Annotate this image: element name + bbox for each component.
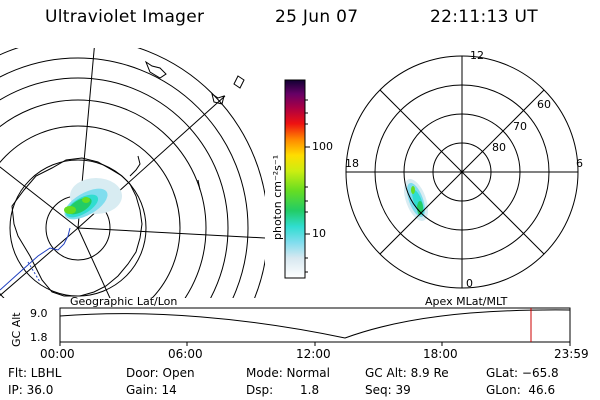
status-glat: GLat: −65.8 bbox=[486, 366, 559, 380]
altitude-curve bbox=[59, 309, 571, 339]
time-tick-2359: 23:59 bbox=[554, 347, 589, 361]
time-tick-0000: 00:00 bbox=[40, 347, 75, 361]
altitude-tick-low: 1.8 bbox=[30, 331, 48, 344]
lat-label-80: 80 bbox=[492, 141, 506, 154]
latitude-grid bbox=[0, 48, 265, 298]
mlt-label-6: 6 bbox=[576, 157, 583, 170]
altitude-axis-label: GC Alt bbox=[10, 312, 23, 347]
altitude-tick-high: 9.0 bbox=[30, 307, 48, 320]
status-mode: Mode: Normal bbox=[246, 366, 330, 380]
status-ip: IP: 36.0 bbox=[8, 383, 54, 397]
date-label: 25 Jun 07 bbox=[275, 7, 359, 27]
color-scale bbox=[284, 79, 310, 279]
geographic-map bbox=[0, 48, 265, 298]
status-filter: Flt: LBHL bbox=[8, 366, 62, 380]
apex-caption: Apex MLat/MLT bbox=[425, 295, 508, 308]
status-gain: Gain: 14 bbox=[126, 383, 177, 397]
time-tick-1200: 12:00 bbox=[296, 347, 331, 361]
aurora-emission-right bbox=[403, 179, 429, 221]
time-tick-0600: 06:00 bbox=[168, 347, 203, 361]
lat-label-60: 60 bbox=[537, 98, 551, 111]
colorbar-unit-label: photon cm⁻²s⁻¹ bbox=[271, 154, 284, 240]
polar-plot bbox=[345, 55, 579, 289]
longitude-grid bbox=[0, 48, 265, 298]
status-gc-alt: GC Alt: 8.9 Re bbox=[365, 366, 449, 380]
mlt-label-12: 12 bbox=[470, 49, 484, 62]
lat-label-70: 70 bbox=[513, 120, 527, 133]
coastline-antarctica bbox=[11, 157, 143, 297]
time-label: 22:11:13 UT bbox=[430, 7, 538, 27]
colorbar-tick-100: 100 bbox=[312, 140, 333, 153]
geographic-caption: Geographic Lat/Lon bbox=[70, 295, 178, 308]
status-glon: GLon: 46.6 bbox=[486, 383, 556, 397]
status-dsp-value: 1.8 bbox=[300, 383, 320, 397]
colorbar-tick-10: 10 bbox=[312, 227, 326, 240]
status-seq: Seq: 39 bbox=[365, 383, 411, 397]
altitude-strip bbox=[59, 307, 571, 346]
time-tick-1800: 18:00 bbox=[423, 347, 458, 361]
mlt-label-0: 0 bbox=[466, 277, 473, 290]
aurora-emission-left bbox=[64, 178, 122, 220]
status-dsp-label: Dsp: bbox=[246, 383, 274, 397]
mlt-label-18: 18 bbox=[345, 157, 359, 170]
status-door: Door: Open bbox=[126, 366, 195, 380]
app-title: Ultraviolet Imager bbox=[45, 7, 205, 27]
satellite-track bbox=[0, 227, 71, 291]
